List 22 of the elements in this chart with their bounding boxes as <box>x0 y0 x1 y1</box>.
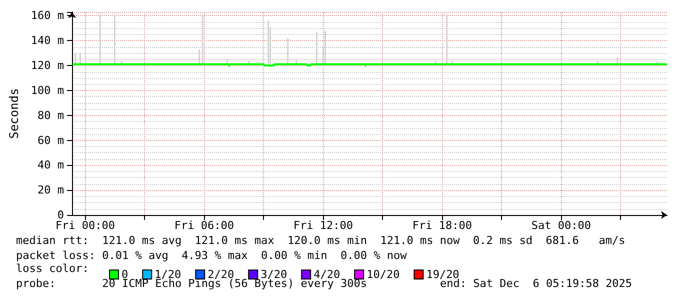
y-axis-title: Seconds <box>7 88 21 139</box>
x-tick-label: Fri 12:00 <box>293 219 354 232</box>
x-tick-label: Fri 18:00 <box>412 219 472 232</box>
legend-label: 19/20 <box>426 268 460 281</box>
y-tick-label: 40 m <box>38 158 64 172</box>
x-tick-label: Fri 00:00 <box>55 219 116 232</box>
legend-label: 10/20 <box>366 268 400 281</box>
text: packet loss: 0.01 % avg 4.93 % max 0.00 % min 0.00 % now <box>16 249 408 262</box>
y-tick-label: 80 m <box>38 108 64 122</box>
legend-label: 4/20 <box>314 268 340 281</box>
x-tick-label: Sat 00:00 <box>531 219 592 232</box>
y-tick-label: 20 m <box>38 184 64 197</box>
y-tick-label: 0 <box>57 208 64 222</box>
y-tick-label: 60 m <box>38 134 64 147</box>
x-tick-label: Fri 06:00 <box>174 219 234 232</box>
text: median rtt: 121.0 ms avg 121.0 ms max 120.0 ms min 121.0 ms now 0.2 ms sd 681.6 am/s <box>16 234 626 247</box>
y-tick-label: 120 m <box>30 59 64 72</box>
y-tick-label: 140 m <box>30 34 64 48</box>
y-tick-label: 100 m <box>30 84 64 97</box>
y-tick-label: 160 m <box>30 9 64 22</box>
legend-label: 2/20 <box>208 268 234 281</box>
legend-title: loss color: <box>16 262 89 275</box>
